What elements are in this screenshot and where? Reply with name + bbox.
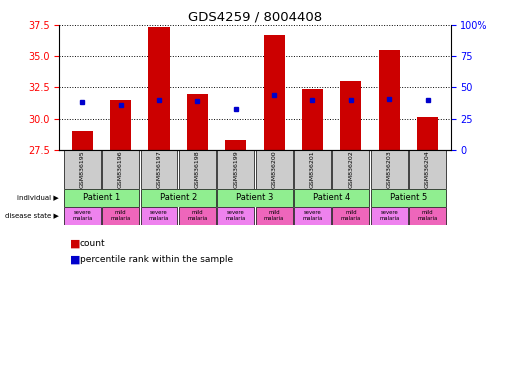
Text: severe
malaria: severe malaria [226, 210, 246, 221]
Bar [72, 131, 93, 150]
Bar [409, 150, 446, 189]
Bar [294, 150, 331, 189]
Bar [379, 50, 400, 150]
Text: Patient 1: Patient 1 [83, 193, 120, 202]
Text: mild
malaria: mild malaria [111, 210, 131, 221]
Bar [333, 150, 369, 189]
Text: GSM836199: GSM836199 [233, 150, 238, 188]
Bar [255, 207, 293, 225]
Bar [255, 150, 293, 189]
Text: GSM836201: GSM836201 [310, 151, 315, 188]
Bar [371, 207, 408, 225]
Bar [64, 150, 100, 189]
Text: GSM836195: GSM836195 [80, 151, 85, 188]
Bar [141, 207, 177, 225]
Bar [141, 189, 216, 207]
Bar [64, 189, 139, 207]
Text: ■: ■ [70, 254, 80, 264]
Text: GSM836196: GSM836196 [118, 151, 123, 188]
Text: Patient 3: Patient 3 [236, 193, 273, 202]
Bar [141, 150, 177, 189]
Text: count: count [80, 239, 106, 248]
Text: Patient 4: Patient 4 [313, 193, 350, 202]
Text: GSM836198: GSM836198 [195, 151, 200, 188]
Text: ■: ■ [70, 239, 80, 249]
Bar [294, 207, 331, 225]
Bar [110, 100, 131, 150]
Bar [340, 81, 362, 150]
Bar [187, 94, 208, 150]
Bar [294, 189, 369, 207]
Bar [148, 27, 169, 150]
Text: GSM836203: GSM836203 [387, 150, 392, 188]
Text: mild
malaria: mild malaria [418, 210, 438, 221]
Bar [371, 150, 408, 189]
Bar [264, 35, 285, 150]
Bar [102, 207, 139, 225]
Bar [217, 189, 293, 207]
Title: GDS4259 / 8004408: GDS4259 / 8004408 [188, 11, 322, 24]
Bar [409, 207, 446, 225]
Bar [102, 150, 139, 189]
Text: individual ▶: individual ▶ [16, 195, 59, 200]
Text: Patient 2: Patient 2 [160, 193, 197, 202]
Text: severe
malaria: severe malaria [379, 210, 399, 221]
Bar [371, 189, 446, 207]
Text: GSM836202: GSM836202 [348, 150, 353, 188]
Bar [179, 150, 216, 189]
Text: severe
malaria: severe malaria [72, 210, 92, 221]
Text: percentile rank within the sample: percentile rank within the sample [80, 255, 233, 264]
Bar [417, 117, 438, 150]
Bar [217, 207, 254, 225]
Text: mild
malaria: mild malaria [341, 210, 361, 221]
Text: disease state ▶: disease state ▶ [5, 213, 59, 218]
Bar [302, 89, 323, 150]
Text: GSM836200: GSM836200 [271, 151, 277, 188]
Text: severe
malaria: severe malaria [149, 210, 169, 221]
Text: mild
malaria: mild malaria [187, 210, 208, 221]
Bar [217, 150, 254, 189]
Text: mild
malaria: mild malaria [264, 210, 284, 221]
Bar [225, 140, 246, 150]
Text: Patient 5: Patient 5 [390, 193, 427, 202]
Text: GSM836204: GSM836204 [425, 150, 430, 188]
Text: GSM836197: GSM836197 [157, 150, 162, 188]
Bar [64, 207, 100, 225]
Bar [179, 207, 216, 225]
Bar [333, 207, 369, 225]
Text: severe
malaria: severe malaria [302, 210, 322, 221]
